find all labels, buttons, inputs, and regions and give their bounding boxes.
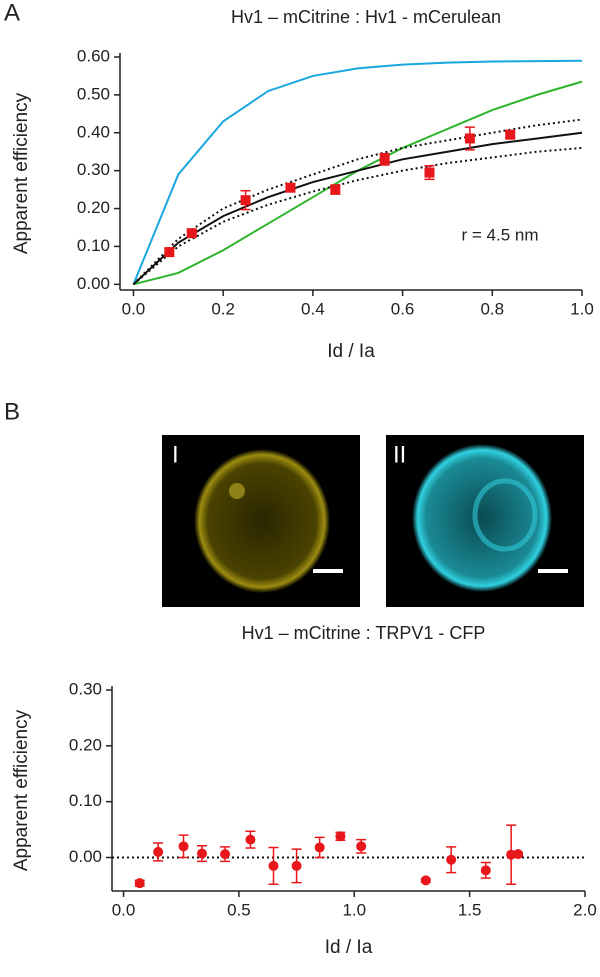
annotation: r = 4.5 nm <box>461 225 538 244</box>
curve <box>132 118 583 286</box>
y-tick-label: 0.10 <box>77 236 110 255</box>
data-point <box>330 184 341 195</box>
x-tick-label: 0.0 <box>112 900 136 919</box>
micrograph: I <box>162 435 360 607</box>
y-tick-label: 0.30 <box>77 160 110 179</box>
y-tick-label: 0.10 <box>69 791 102 810</box>
x-tick-label: 2.0 <box>573 900 597 919</box>
data-point <box>505 129 516 140</box>
curve <box>132 146 583 286</box>
y-tick-label: 0.00 <box>69 847 102 866</box>
x-tick-label: 0.5 <box>227 900 251 919</box>
data-point <box>186 228 197 239</box>
y-tick-label: 0.00 <box>77 274 110 293</box>
data-point <box>134 878 145 889</box>
image-label: II <box>393 441 406 468</box>
x-axis-label: Id / Ia <box>325 937 373 958</box>
x-tick-label: 0.0 <box>122 299 146 318</box>
panel-label: B <box>4 398 20 425</box>
chart-title: Hv1 – mCitrine : TRPV1 - CFP <box>242 623 486 643</box>
y-tick-label: 0.20 <box>77 198 110 217</box>
data-point <box>513 849 524 860</box>
x-tick-label: 1.0 <box>570 299 594 318</box>
data-point <box>291 860 302 871</box>
data-point <box>420 875 431 886</box>
data-point <box>335 831 346 842</box>
data-point <box>220 849 231 860</box>
data-point <box>314 842 325 853</box>
data-point <box>164 247 175 258</box>
y-tick-label: 0.60 <box>77 46 110 65</box>
panel-label: A <box>4 0 20 26</box>
data-point <box>245 834 256 845</box>
data-point <box>480 865 491 876</box>
x-tick-label: 0.8 <box>480 299 504 318</box>
data-point <box>240 195 251 206</box>
data-point <box>178 841 189 852</box>
y-axis-label: Apparent efficiency <box>11 709 32 871</box>
data-point <box>285 182 296 193</box>
data-point <box>446 854 457 865</box>
data-point <box>356 841 367 852</box>
data-point <box>379 154 390 165</box>
curve <box>132 131 583 286</box>
x-tick-label: 0.4 <box>301 299 325 318</box>
y-tick-label: 0.40 <box>77 122 110 141</box>
curve <box>132 59 583 285</box>
data-point <box>196 848 207 859</box>
y-axis-label: Apparent efficiency <box>11 92 32 254</box>
data-point <box>424 167 435 178</box>
data-point <box>268 860 279 871</box>
curve <box>133 80 583 286</box>
x-tick-label: 0.2 <box>211 299 235 318</box>
x-tick-label: 1.0 <box>342 900 366 919</box>
data-point <box>464 133 475 144</box>
y-tick-label: 0.20 <box>69 735 102 754</box>
chart-title: Hv1 – mCitrine : Hv1 - mCerulean <box>231 7 501 27</box>
x-tick-label: 0.6 <box>391 299 415 318</box>
x-tick-label: 1.5 <box>458 900 482 919</box>
y-tick-label: 0.30 <box>69 679 102 698</box>
y-tick-label: 0.50 <box>77 84 110 103</box>
micrograph: II <box>386 435 584 607</box>
image-label: I <box>172 441 179 468</box>
data-point <box>153 846 164 857</box>
x-axis-label: Id / Ia <box>327 341 375 362</box>
